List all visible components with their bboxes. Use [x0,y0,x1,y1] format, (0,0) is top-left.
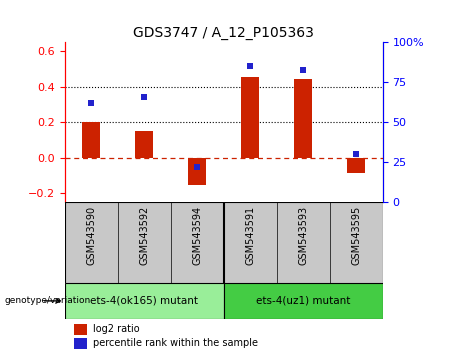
Text: GSM543595: GSM543595 [351,206,361,265]
Bar [82,122,100,158]
Point [193,164,201,170]
Point [352,151,360,157]
Bar [135,131,154,158]
Text: percentile rank within the sample: percentile rank within the sample [93,338,258,348]
Text: GSM543590: GSM543590 [86,206,96,265]
Bar [241,77,260,158]
Point [88,100,95,106]
Title: GDS3747 / A_12_P105363: GDS3747 / A_12_P105363 [133,26,314,40]
Text: GSM543593: GSM543593 [298,206,308,265]
Bar [224,283,383,319]
Bar [65,283,224,319]
Bar [188,158,207,185]
Text: ets-4(uz1) mutant: ets-4(uz1) mutant [256,296,350,306]
Text: GSM543592: GSM543592 [139,206,149,265]
Text: GSM543594: GSM543594 [192,206,202,265]
Bar [74,338,87,349]
Text: log2 ratio: log2 ratio [93,324,140,334]
Text: ets-4(ok165) mutant: ets-4(ok165) mutant [90,296,198,306]
Bar [294,79,313,158]
Text: genotype/variation: genotype/variation [5,296,91,306]
Bar [347,158,366,172]
Bar [74,324,87,335]
Point [140,94,148,99]
Text: GSM543591: GSM543591 [245,206,255,265]
Point [300,67,307,73]
Point [246,64,254,69]
